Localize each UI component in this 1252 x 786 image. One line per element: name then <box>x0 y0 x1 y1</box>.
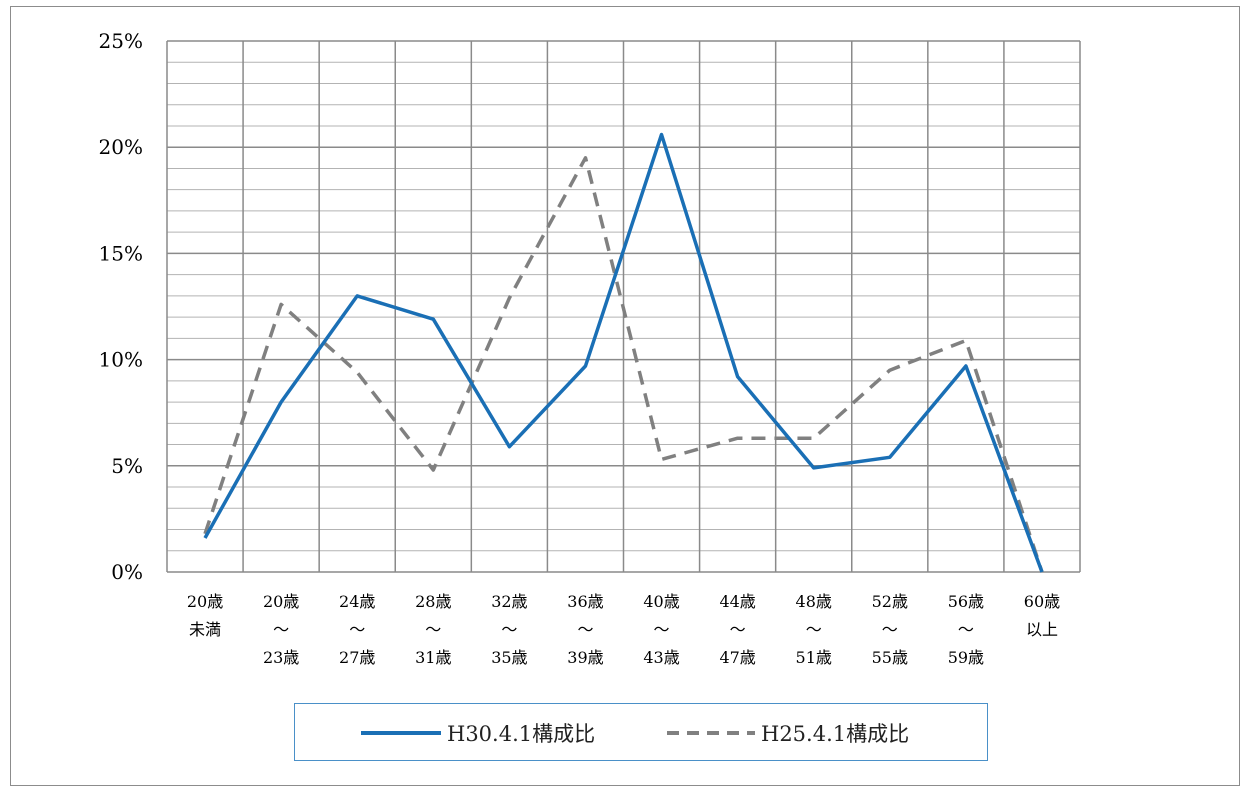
y-tick-label: 20% <box>99 135 143 159</box>
x-tick-label: 27歳 <box>339 648 375 667</box>
x-tick-label: 56歳 <box>948 592 984 611</box>
x-tick-label: 59歳 <box>948 648 984 667</box>
x-tick-label: 48歳 <box>796 592 832 611</box>
x-tick-label: ～ <box>806 620 822 639</box>
x-tick-label: ～ <box>958 620 974 639</box>
x-tick-label: 32歳 <box>491 592 527 611</box>
x-tick-label: ～ <box>349 620 365 639</box>
x-tick-label: 未満 <box>189 620 221 639</box>
x-tick-label: 40歳 <box>643 592 679 611</box>
x-tick-label: ～ <box>273 620 289 639</box>
x-tick-label: 47歳 <box>719 648 755 667</box>
x-tick-label: 20歳 <box>187 592 223 611</box>
x-tick-label: 43歳 <box>643 648 679 667</box>
legend-label-h30: H30.4.1構成比 <box>447 722 596 746</box>
x-tick-label: 60歳 <box>1024 592 1060 611</box>
x-tick-label: 55歳 <box>872 648 908 667</box>
x-tick-label: ～ <box>882 620 898 639</box>
y-tick-label: 5% <box>111 454 143 478</box>
x-tick-label: 52歳 <box>872 592 908 611</box>
x-tick-label: ～ <box>501 620 517 639</box>
x-tick-label: 39歳 <box>567 648 603 667</box>
x-tick-label: ～ <box>730 620 746 639</box>
y-tick-label: 0% <box>111 560 143 584</box>
x-tick-label: 以上 <box>1026 620 1058 639</box>
x-tick-label: 23歳 <box>263 648 299 667</box>
x-tick-label: 51歳 <box>796 648 832 667</box>
y-tick-label: 25% <box>99 29 143 53</box>
x-tick-label: 28歳 <box>415 592 451 611</box>
y-tick-label: 15% <box>99 241 143 265</box>
legend: H30.4.1構成比 H25.4.1構成比 <box>294 703 988 761</box>
x-tick-label: 36歳 <box>567 592 603 611</box>
legend-swatch-solid <box>361 731 441 735</box>
x-tick-label: ～ <box>654 620 670 639</box>
x-tick-label: 35歳 <box>491 648 527 667</box>
x-tick-label: ～ <box>425 620 441 639</box>
x-tick-label: ～ <box>577 620 593 639</box>
legend-label-h25: H25.4.1構成比 <box>761 722 910 746</box>
legend-swatch-dashed <box>667 731 755 735</box>
series-line-h25 <box>203 156 1044 573</box>
legend-item-h25: H25.4.1構成比 <box>667 720 909 746</box>
y-tick-label: 10% <box>99 348 143 372</box>
legend-item-h30: H30.4.1構成比 <box>361 720 595 746</box>
series-line-h30 <box>203 132 1044 573</box>
x-tick-label: 31歳 <box>415 648 451 667</box>
x-tick-label: 24歳 <box>339 592 375 611</box>
x-tick-label: 44歳 <box>719 592 755 611</box>
x-tick-label: 20歳 <box>263 592 299 611</box>
